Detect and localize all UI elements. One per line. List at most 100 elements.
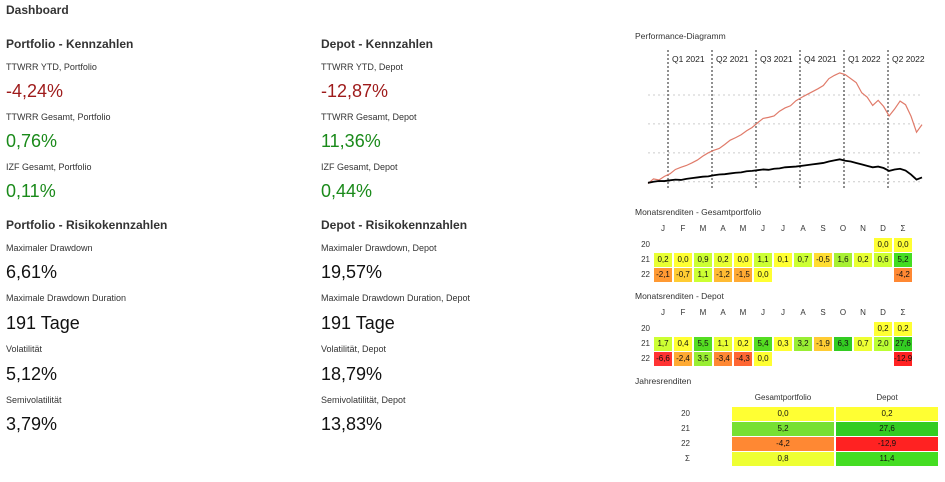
monthly-return-cell	[714, 238, 732, 252]
risk-value: 3,79%	[6, 414, 58, 434]
monthly-return-cell: 0,2	[734, 337, 752, 351]
monthly-return-cell: 0,0	[754, 352, 772, 366]
monthly-return-cell	[774, 322, 792, 336]
year-row-label: 21	[641, 339, 650, 348]
month-header: O	[839, 308, 847, 317]
monthly-return-cell: 0,7	[854, 337, 872, 351]
risk-value: 191 Tage	[6, 313, 80, 333]
monthly-return-cell: 0,0	[894, 238, 912, 252]
monthly-return-cell: 5,2	[894, 253, 912, 267]
risk-label: Semivolatilität, Depot	[321, 395, 406, 405]
yearly-return-cell: 0,2	[836, 407, 938, 421]
monthly-return-cell	[754, 322, 772, 336]
monthly-return-cell: 2,0	[874, 337, 892, 351]
monthly-return-cell: 1,1	[754, 253, 772, 267]
monthly-return-cell	[854, 322, 872, 336]
risk-label: Maximale Drawdown Duration, Depot	[321, 293, 471, 303]
kpi-label: IZF Gesamt, Portfolio	[6, 162, 92, 172]
monthly-return-cell	[794, 268, 812, 282]
quarter-label: Q2 2021	[716, 54, 749, 64]
risk-value: 5,12%	[6, 364, 58, 384]
monthly-return-cell	[794, 322, 812, 336]
year-row-label: 20	[641, 240, 650, 249]
monthly-return-cell: -4,3	[734, 352, 752, 366]
kpi-label: IZF Gesamt, Depot	[321, 162, 398, 172]
monthly-return-cell: -2,1	[654, 268, 672, 282]
risk-label: Volatilität, Depot	[321, 344, 387, 354]
monthly-return-cell	[734, 238, 752, 252]
performance-chart-title: Performance-Diagramm	[635, 31, 726, 41]
monthly-return-cell	[794, 352, 812, 366]
monthly-portfolio-title: Monatsrenditen - Gesamtportfolio	[635, 207, 762, 217]
monthly-return-cell: 0,0	[674, 253, 692, 267]
quarter-label: Q2 2022	[892, 54, 925, 64]
monthly-return-cell: 1,7	[654, 337, 672, 351]
yearly-return-cell: 0,8	[732, 452, 834, 466]
monthly-return-cell	[754, 238, 772, 252]
portfolio-series-line	[647, 158, 923, 184]
monthly-return-cell: 0,0	[734, 253, 752, 267]
month-header: F	[680, 308, 686, 317]
monthly-return-cell: 0,9	[694, 253, 712, 267]
monthly-return-cell	[654, 238, 672, 252]
month-header: D	[880, 308, 886, 317]
monthly-return-cell: 0,1	[774, 253, 792, 267]
month-header: S	[820, 308, 826, 317]
monthly-return-cell: -1,5	[734, 268, 752, 282]
monthly-return-cell: 3,5	[694, 352, 712, 366]
year-row-label: 22	[641, 354, 650, 363]
year-row-label: 22	[641, 270, 650, 279]
kpi-value: -12,87%	[321, 81, 389, 101]
monthly-return-cell: -0,5	[814, 253, 832, 267]
monthly-return-cell: 0,7	[794, 253, 812, 267]
monthly-return-cell	[774, 268, 792, 282]
monthly-return-cell: 0,3	[774, 337, 792, 351]
portfolio-risk-title: Portfolio - Risikokennzahlen	[6, 218, 168, 232]
quarter-label: Q4 2021	[804, 54, 837, 64]
risk-value: 6,61%	[6, 262, 58, 282]
month-header: J	[761, 224, 765, 233]
risk-value: 19,57%	[321, 262, 383, 282]
monthly-return-cell: 0,0	[874, 238, 892, 252]
monthly-return-cell	[854, 352, 872, 366]
kpi-value: -4,24%	[6, 81, 64, 101]
risk-value: 18,79%	[321, 364, 383, 384]
risk-value: 13,83%	[321, 414, 383, 434]
risk-label: Maximale Drawdown Duration	[6, 293, 127, 303]
month-header: Σ	[900, 308, 906, 317]
monthly-return-cell	[794, 238, 812, 252]
monthly-return-cell: -4,2	[894, 268, 912, 282]
monthly-return-cell	[714, 322, 732, 336]
depot-series-line	[647, 72, 923, 185]
monthly-return-cell: 0,0	[754, 268, 772, 282]
monthly-return-cell	[674, 238, 692, 252]
kpi-value: 0,11%	[6, 181, 56, 201]
risk-label: Volatilität	[6, 344, 43, 354]
month-header: J	[781, 224, 785, 233]
quarter-label: Q3 2021	[760, 54, 793, 64]
kpi-label: TTWRR YTD, Portfolio	[6, 62, 97, 72]
monthly-return-cell: -2,4	[674, 352, 692, 366]
monthly-return-cell	[834, 352, 852, 366]
monthly-return-cell: 3,2	[794, 337, 812, 351]
yearly-return-cell: 11,4	[836, 452, 938, 466]
monthly-return-cell: -6,6	[654, 352, 672, 366]
yearly-row-label: 22	[681, 439, 690, 448]
yearly-header: Gesamtportfolio	[754, 393, 812, 402]
risk-label: Maximaler Drawdown, Depot	[321, 243, 437, 253]
yearly-return-cell: 5,2	[732, 422, 834, 436]
yearly-row-label: Σ	[685, 454, 690, 463]
monthly-return-cell	[734, 322, 752, 336]
month-header: S	[820, 224, 826, 233]
monthly-return-cell	[814, 352, 832, 366]
kpi-label: TTWRR Gesamt, Portfolio	[6, 112, 111, 122]
month-header: F	[680, 224, 686, 233]
month-header: A	[800, 308, 806, 317]
portfolio-kpi-title: Portfolio - Kennzahlen	[6, 37, 134, 51]
monthly-return-cell	[674, 322, 692, 336]
monthly-return-cell: 5,4	[754, 337, 772, 351]
monthly-return-cell	[694, 322, 712, 336]
quarter-label: Q1 2021	[672, 54, 705, 64]
monthly-return-cell: 1,1	[694, 268, 712, 282]
month-header: N	[860, 308, 866, 317]
